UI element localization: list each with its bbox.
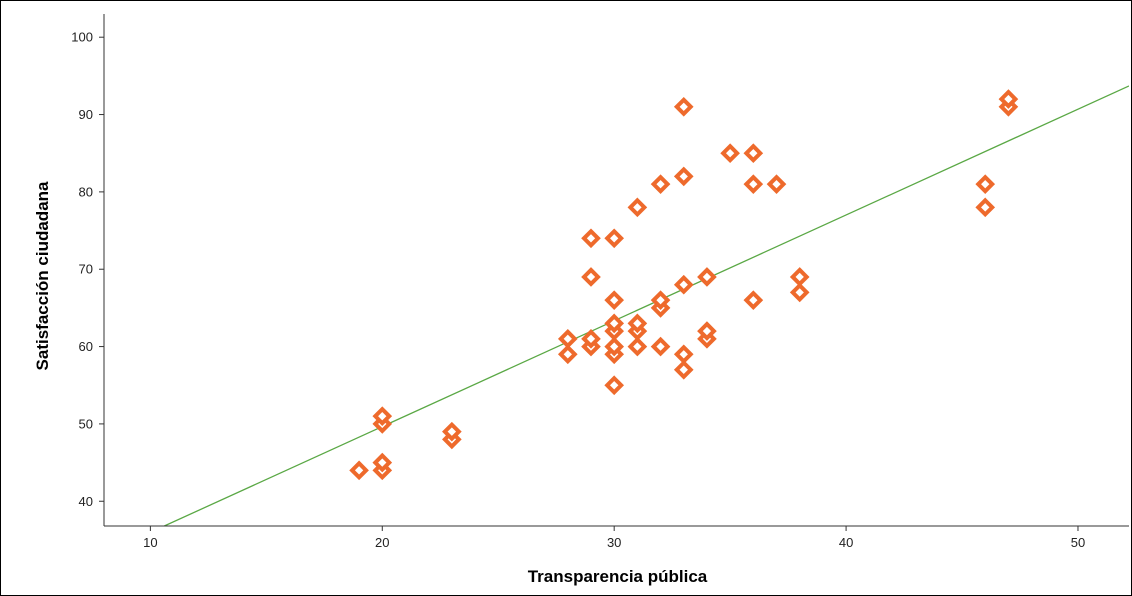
data-point <box>557 344 578 365</box>
data-point <box>975 174 996 194</box>
data-point <box>743 174 764 194</box>
data-point <box>581 329 601 349</box>
data-point <box>789 282 810 303</box>
data-point <box>372 406 393 427</box>
data-point <box>604 228 625 249</box>
data-point <box>697 321 717 341</box>
x-tick-label: 30 <box>607 535 621 550</box>
data-point <box>998 89 1019 109</box>
y-tick-label: 40 <box>79 494 93 509</box>
data-point <box>673 96 694 117</box>
data-point <box>743 290 764 310</box>
y-tick-label: 100 <box>71 30 93 45</box>
data-point <box>604 313 625 334</box>
x-tick-label: 10 <box>143 535 157 550</box>
y-tick-label: 60 <box>79 339 93 354</box>
y-tick-label: 90 <box>79 107 93 122</box>
fit-line <box>164 85 1129 526</box>
data-point <box>627 336 648 357</box>
data-point <box>627 313 648 334</box>
data-point <box>581 228 601 249</box>
x-axis-ticks: 10 20 30 40 50 <box>143 526 1085 550</box>
data-point <box>650 336 671 357</box>
data-point <box>581 267 601 287</box>
data-point <box>650 290 671 310</box>
data-point <box>975 197 996 218</box>
data-point <box>372 452 393 473</box>
plot-area <box>164 85 1129 526</box>
data-point <box>789 267 810 287</box>
data-point <box>349 460 369 481</box>
data-point <box>627 197 648 218</box>
data-point <box>673 359 694 380</box>
data-point <box>604 290 625 310</box>
y-tick-label: 50 <box>79 416 93 431</box>
data-point <box>766 174 787 194</box>
y-axis-ticks: 40 50 60 70 80 90 100 <box>71 30 104 509</box>
x-tick-label: 20 <box>375 535 389 550</box>
data-point <box>720 143 740 164</box>
data-point <box>442 421 462 442</box>
x-tick-label: 40 <box>839 535 853 550</box>
data-point <box>557 329 578 349</box>
data-point <box>673 344 694 365</box>
data-point <box>697 267 717 287</box>
data-point <box>673 274 694 295</box>
data-point <box>604 336 625 357</box>
y-tick-label: 80 <box>79 184 93 199</box>
x-tick-label: 50 <box>1071 535 1085 550</box>
data-point <box>650 174 671 194</box>
data-point <box>604 375 625 396</box>
y-tick-label: 70 <box>79 262 93 277</box>
x-axis-title: Transparencia pública <box>528 567 708 586</box>
data-point <box>743 143 764 164</box>
y-axis-title: Satisfacción ciudadana <box>33 181 52 370</box>
data-point <box>673 166 694 187</box>
